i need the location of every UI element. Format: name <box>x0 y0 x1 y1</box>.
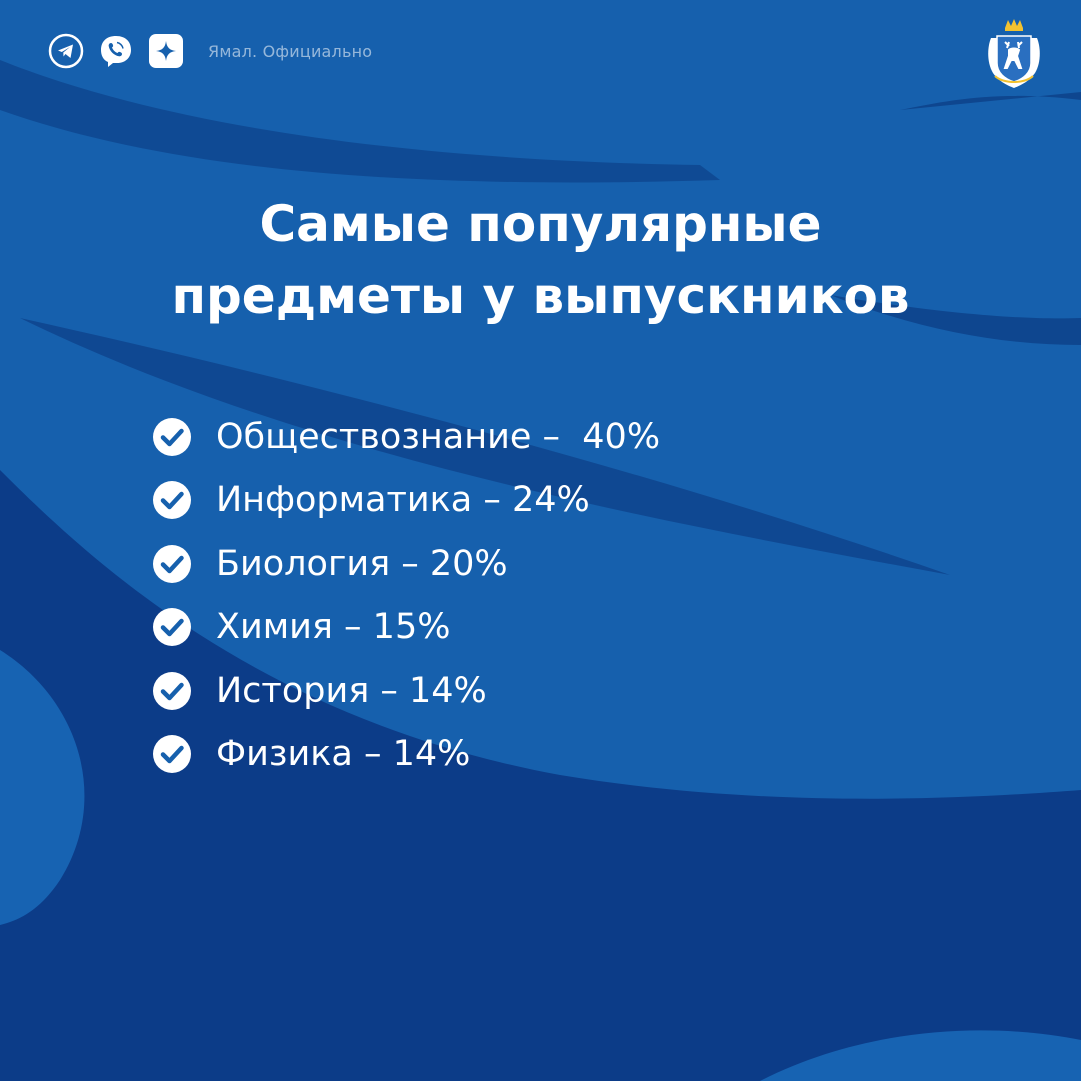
list-item: Биология – 20% <box>152 532 660 596</box>
list-item: Химия – 15% <box>152 596 660 660</box>
subject-label: Информатика – 24% <box>216 480 590 521</box>
checkmark-icon <box>153 608 191 647</box>
checkmark-icon <box>153 735 191 774</box>
subject-label: Физика – 14% <box>216 734 471 775</box>
telegram-icon[interactable] <box>48 33 84 69</box>
checkmark-icon <box>153 671 191 710</box>
subject-label: Обществознание – 40% <box>216 416 661 457</box>
subject-label: Биология – 20% <box>216 543 508 584</box>
checkmark-icon <box>153 481 191 520</box>
checkmark-icon <box>153 417 191 456</box>
list-item: Информатика – 24% <box>152 469 660 533</box>
title-line-1: Самые популярные <box>259 195 822 253</box>
list-item: История – 14% <box>152 659 660 723</box>
brand-name: Ямал. Официально <box>208 41 373 61</box>
page-title: Самые популярные предметы у выпускников <box>0 188 1081 332</box>
checkmark-icon <box>153 544 191 583</box>
list-item: Обществознание – 40% <box>152 405 660 469</box>
header-bar: Ямал. Официально <box>48 33 372 69</box>
viber-icon[interactable] <box>98 33 134 69</box>
title-line-2: предметы у выпускников <box>171 267 910 325</box>
list-item: Физика – 14% <box>152 723 660 787</box>
yamal-coat-of-arms-icon <box>988 19 1040 88</box>
subject-label: Химия – 15% <box>216 607 451 648</box>
max-messenger-icon[interactable] <box>148 33 184 69</box>
subject-label: История – 14% <box>216 670 487 711</box>
subject-list: Обществознание – 40% Информатика – 24% Б… <box>152 405 660 786</box>
